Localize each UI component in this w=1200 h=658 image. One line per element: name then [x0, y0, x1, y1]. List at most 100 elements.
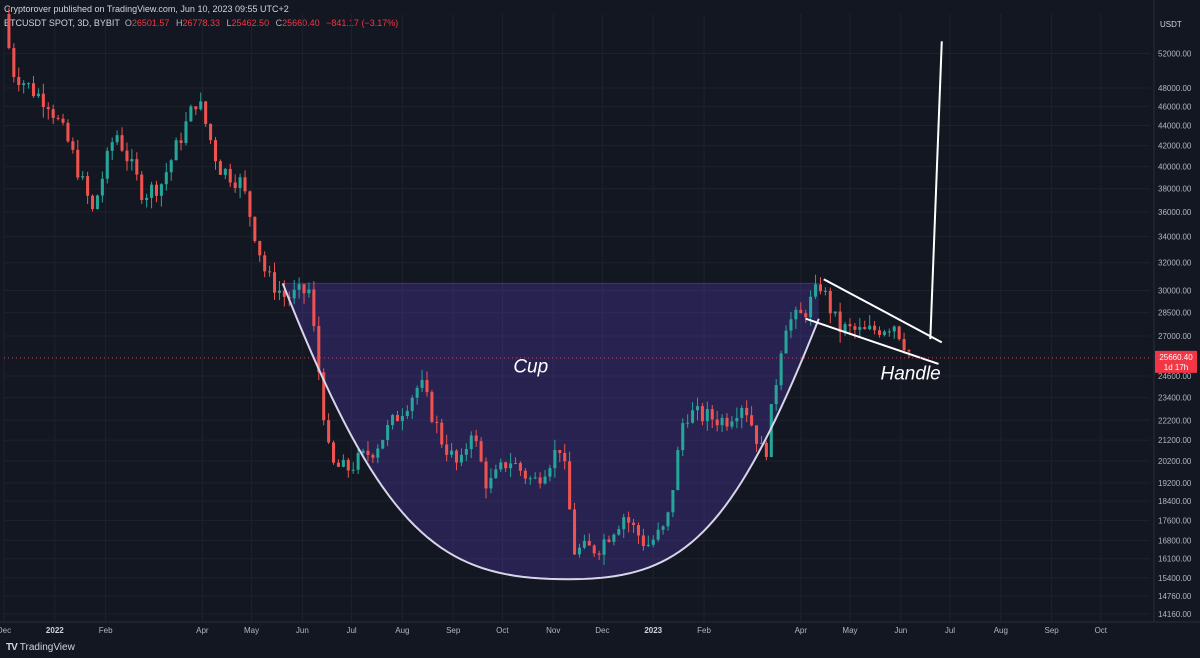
y-tick-label: 19200.00 [1158, 479, 1192, 488]
candle-up [509, 463, 513, 469]
candle-down [573, 509, 577, 555]
candle-down [125, 150, 129, 162]
candle-down [597, 553, 601, 555]
candle-down [538, 477, 542, 484]
y-tick-label: 34000.00 [1158, 233, 1192, 242]
candle-up [100, 178, 104, 196]
candle-down [710, 409, 714, 420]
candle-down [641, 535, 645, 546]
candle-down [76, 149, 80, 178]
candle-down [445, 444, 449, 455]
candle-up [695, 406, 700, 411]
candle-down [632, 522, 636, 526]
y-tick-label: 27000.00 [1158, 332, 1192, 341]
x-tick-label: Jul [346, 626, 356, 635]
candle-down [61, 118, 65, 123]
candle-down [336, 462, 340, 467]
candle-down [253, 216, 257, 242]
footer-bar: TV TradingView [0, 638, 1200, 658]
y-tick-label: 36000.00 [1158, 208, 1192, 217]
y-tick-label: 20200.00 [1158, 457, 1192, 466]
tradingview-logo[interactable]: TV TradingView [6, 642, 75, 653]
y-tick-label: 22200.00 [1158, 416, 1192, 425]
price-chart[interactable]: Cup Handle 14160.00 14760.00 15400.00 16100.… [0, 0, 1200, 638]
candle-up [661, 526, 665, 530]
cup-shaded-area [282, 283, 819, 580]
candle-up [823, 290, 827, 292]
candle-down [332, 442, 336, 463]
time-axis[interactable]: Dec 2022 Feb Apr May Jun Jul Aug Sep Oct Nov Dec 202… [0, 621, 1200, 635]
candle-down [86, 176, 90, 196]
candle-down [263, 255, 267, 272]
candle-down [504, 462, 508, 469]
x-tick-label: Jun [296, 626, 309, 635]
candle-down [209, 123, 213, 141]
y-tick-label: 42000.00 [1158, 142, 1192, 151]
candle-down [71, 141, 75, 150]
candle-down [764, 442, 768, 457]
candle-up [400, 416, 404, 422]
candle-down [568, 461, 572, 510]
price-axis[interactable]: 14160.00 14760.00 15400.00 16100.00 16800.00… [1153, 0, 1197, 622]
y-tick-label: 23400.00 [1158, 394, 1192, 403]
symbol-label[interactable]: BTCUSDT SPOT, 3D, BYBIT [4, 18, 120, 28]
footer-brand: TradingView [19, 642, 75, 653]
x-tick-label: Aug [994, 626, 1008, 635]
candle-up [81, 176, 85, 178]
candle-up [169, 160, 173, 173]
y-tick-label: 16800.00 [1158, 536, 1192, 545]
candle-down [479, 441, 483, 462]
candle-up [341, 459, 345, 467]
candle-down [302, 284, 306, 294]
x-tick-label: May [244, 626, 259, 635]
candle-down [425, 380, 429, 393]
candle-down [558, 450, 562, 453]
candle-up [277, 290, 281, 293]
y-tick-label: 44000.00 [1158, 122, 1192, 131]
x-tick-label: Feb [99, 626, 113, 635]
candle-up [686, 422, 690, 424]
candle-up [553, 450, 557, 469]
x-tick-label: Aug [395, 626, 409, 635]
candle-down [863, 327, 867, 330]
candle-up [705, 409, 709, 422]
y-tick-label: 46000.00 [1158, 102, 1192, 111]
candle-up [22, 83, 26, 86]
candle-down [218, 161, 222, 175]
candle-up [199, 101, 203, 110]
candle-up [361, 450, 365, 453]
candle-up [292, 289, 296, 299]
breakout-target-line [929, 41, 943, 340]
candle-down [322, 372, 326, 421]
candle-up [543, 476, 547, 484]
last-price-badge [1155, 350, 1197, 373]
candle-down [7, 14, 11, 49]
candle-up [833, 311, 837, 314]
candle-up [671, 490, 675, 513]
x-tick-label: Dec [595, 626, 609, 635]
y-tick-label: 52000.00 [1158, 50, 1192, 59]
currency-label[interactable]: USDT [1160, 20, 1182, 29]
open-value: 26501.57 [131, 18, 170, 28]
candle-down [17, 77, 21, 86]
candle-down [135, 159, 139, 175]
candle-up [759, 442, 763, 444]
candle-up [612, 534, 616, 542]
candle-down [848, 324, 852, 327]
candle-down [346, 459, 350, 471]
candle-up [528, 478, 532, 480]
open-label: O [124, 18, 132, 28]
handle-upper-line [823, 278, 943, 344]
candle-up [489, 478, 493, 489]
candle-down [627, 517, 631, 523]
x-tick-label: Dec [0, 626, 11, 635]
candle-down [228, 168, 232, 183]
candle-up [174, 140, 178, 161]
candle-up [858, 327, 862, 330]
candle-down [12, 48, 16, 78]
candle-up [666, 512, 670, 527]
candle-up [459, 454, 463, 463]
candle-up [494, 469, 498, 479]
candle-down [395, 415, 400, 422]
candle-up [887, 331, 891, 333]
